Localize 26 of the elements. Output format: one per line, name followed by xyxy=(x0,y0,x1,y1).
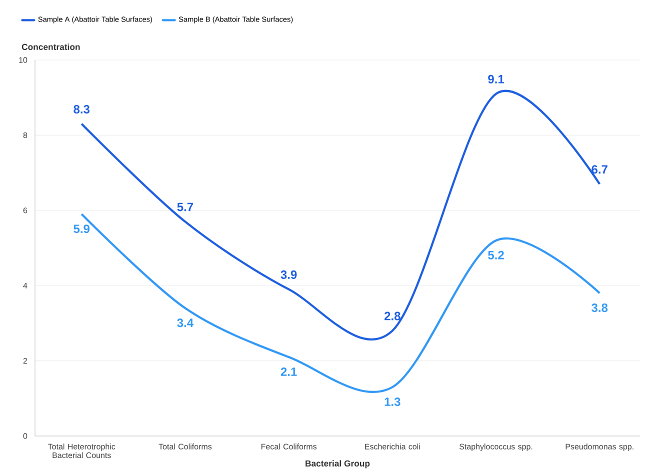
x-tick-label: Pseudomonas spp. xyxy=(566,444,634,452)
data-label: 1.3 xyxy=(384,398,400,406)
x-tick-label: Staphylococcus spp. xyxy=(459,444,532,452)
data-label: 5.9 xyxy=(74,224,90,234)
y-tick-label: 8 xyxy=(23,132,28,138)
data-label: 3.8 xyxy=(592,304,608,312)
data-label: 5.7 xyxy=(177,202,194,212)
y-tick-label: 4 xyxy=(23,282,28,288)
y-tick-label: 6 xyxy=(23,208,28,214)
y-tick-label: 0 xyxy=(23,433,28,439)
y-tick-label: 2 xyxy=(23,358,28,364)
x-tick-label: Escherichia coli xyxy=(365,444,420,450)
x-tick-label: Total Coliforms xyxy=(158,444,212,450)
data-label: 2.1 xyxy=(280,368,297,376)
x-axis-title: Bacterial Group xyxy=(306,460,370,468)
data-label: 5.2 xyxy=(488,250,504,260)
data-label: 9.1 xyxy=(488,74,504,84)
data-label: 6.7 xyxy=(592,165,608,174)
data-label: 8.3 xyxy=(74,104,90,114)
data-label: 3.4 xyxy=(177,318,194,328)
y-tick-label: 10 xyxy=(19,57,28,63)
x-tick-label: Fecal Coliforms xyxy=(261,444,317,450)
data-label: 3.9 xyxy=(280,270,297,279)
x-tick-label: Total Heterotrophic Bacterial Counts xyxy=(48,444,116,458)
y-axis-title: Concentration xyxy=(22,44,80,50)
data-label: 2.8 xyxy=(384,312,400,320)
